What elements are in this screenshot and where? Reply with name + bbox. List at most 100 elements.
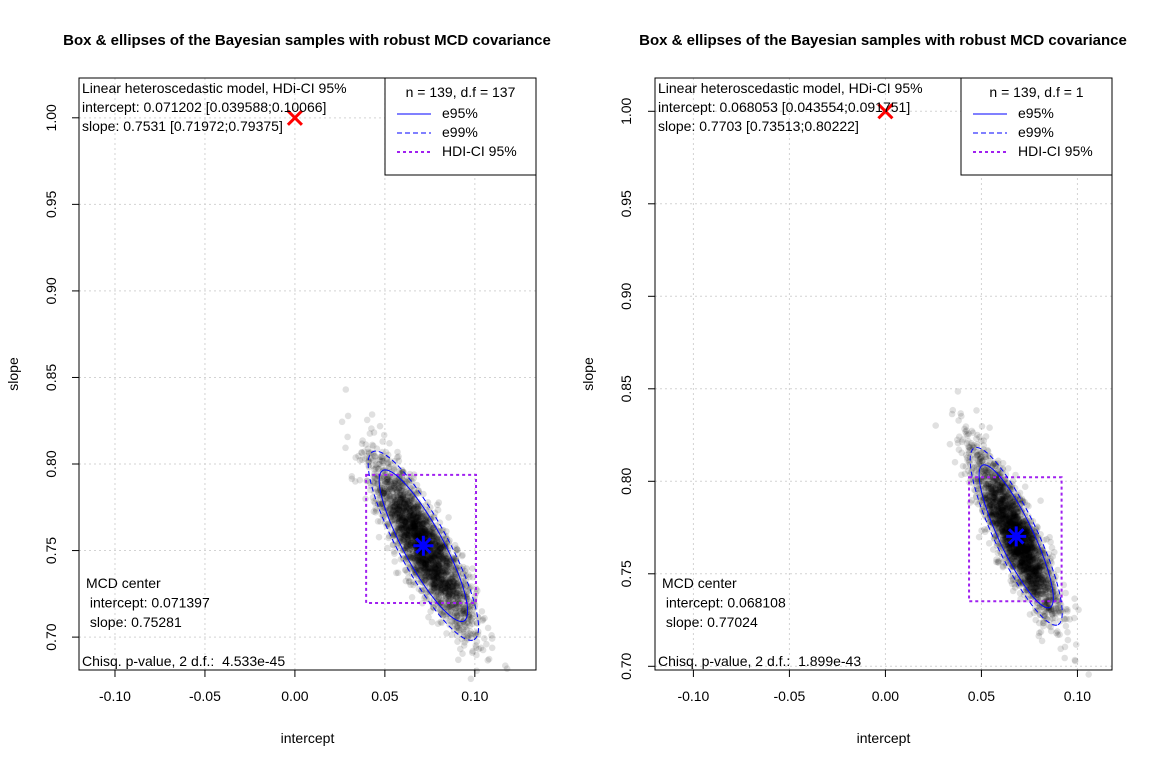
sample-point <box>395 515 403 523</box>
sample-point <box>412 531 419 539</box>
sample-point <box>401 528 408 535</box>
sample-point <box>427 565 435 572</box>
sample-point <box>370 450 378 458</box>
sample-point <box>386 440 393 447</box>
sample-point <box>427 588 434 596</box>
sample-point <box>978 423 986 430</box>
sample-point <box>435 547 442 555</box>
sample-point <box>393 504 401 511</box>
sample-point <box>437 585 445 592</box>
sample-point <box>393 500 401 508</box>
sample-point <box>432 556 440 563</box>
mcd-center-line: slope: 0.75281 <box>86 614 182 630</box>
sample-point <box>418 564 425 572</box>
sample-point <box>422 515 430 522</box>
sample-point <box>401 498 409 506</box>
sample-point <box>986 424 993 432</box>
sample-point <box>399 482 407 490</box>
sample-point <box>401 518 409 525</box>
sample-point <box>459 610 467 617</box>
y-tick-label: 0.80 <box>43 450 59 477</box>
sample-point <box>435 558 442 565</box>
sample-point <box>435 499 443 506</box>
sample-point <box>436 547 443 554</box>
sample-point <box>415 528 423 535</box>
sample-point <box>402 522 410 530</box>
sample-point <box>446 591 453 598</box>
sample-point <box>393 498 401 506</box>
sample-point <box>954 388 962 395</box>
sample-point <box>413 522 421 530</box>
sample-point <box>453 594 461 601</box>
sample-point <box>401 517 408 525</box>
sample-point <box>441 589 448 597</box>
sample-point <box>443 580 451 588</box>
sample-point <box>415 529 423 537</box>
sample-point <box>382 449 390 456</box>
sample-point <box>439 559 446 566</box>
sample-point <box>393 569 400 577</box>
sample-point <box>447 586 454 594</box>
sample-point <box>414 520 421 528</box>
sample-point <box>423 570 431 577</box>
sample-point <box>424 561 432 568</box>
sample-point <box>381 478 389 485</box>
sample-point <box>435 565 442 572</box>
sample-point <box>412 532 420 539</box>
sample-point <box>403 515 411 523</box>
sample-point <box>405 531 412 538</box>
sample-point <box>447 578 455 585</box>
sample-point <box>421 566 429 573</box>
sample-point <box>398 516 405 524</box>
sample-point <box>978 527 985 534</box>
sample-point <box>435 541 442 549</box>
sample-point <box>421 564 428 571</box>
sample-point <box>442 555 450 562</box>
sample-point <box>948 410 956 418</box>
mcd-center-line: MCD center <box>86 575 161 591</box>
sample-point <box>400 511 408 518</box>
sample-point <box>451 617 459 625</box>
sample-point <box>449 596 457 604</box>
sample-point <box>439 556 447 563</box>
sample-point <box>469 565 476 572</box>
sample-point <box>405 578 413 586</box>
sample-point <box>437 550 444 557</box>
sample-point <box>432 571 440 578</box>
sample-point <box>422 566 430 573</box>
sample-point <box>431 584 439 592</box>
sample-point <box>419 519 426 526</box>
sample-point <box>400 500 408 507</box>
sample-point <box>392 480 399 488</box>
sample-point <box>404 543 411 551</box>
sample-point <box>416 527 424 535</box>
sample-point <box>415 530 422 538</box>
sample-point <box>430 560 438 568</box>
legend-title: n = 139, d.f = 137 <box>406 84 516 100</box>
sample-point <box>402 577 410 585</box>
sample-point <box>437 618 445 626</box>
sample-point <box>488 635 496 642</box>
sample-point <box>393 463 400 471</box>
sample-point <box>418 510 425 518</box>
sample-point <box>410 523 417 530</box>
sample-point <box>423 555 431 563</box>
sample-point <box>437 577 445 585</box>
sample-point <box>370 479 377 487</box>
sample-point <box>410 515 417 523</box>
sample-point <box>421 526 429 534</box>
sample-point <box>390 510 398 518</box>
sample-point <box>460 628 467 636</box>
sample-point <box>374 465 382 472</box>
sample-point <box>411 525 419 532</box>
y-axis-label: slope <box>5 357 21 391</box>
sample-point <box>457 627 464 634</box>
sample-point <box>389 513 397 520</box>
sample-point <box>435 578 443 585</box>
sample-point <box>436 581 444 589</box>
sample-point <box>1026 611 1034 618</box>
sample-point <box>463 626 471 634</box>
sample-point <box>1036 619 1043 627</box>
sample-point <box>409 527 416 535</box>
sample-point <box>408 525 416 532</box>
